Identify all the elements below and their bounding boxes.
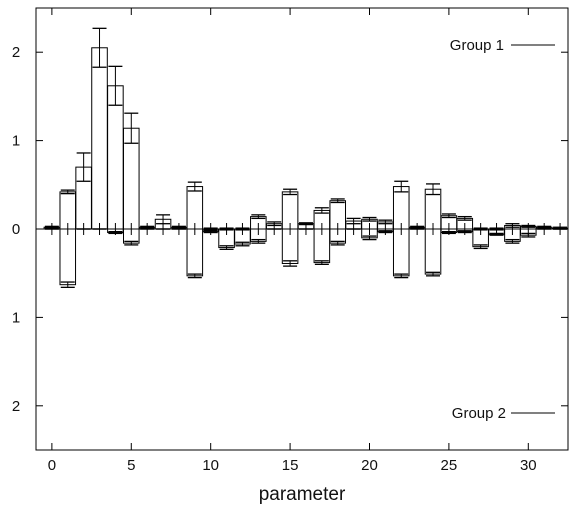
legend-label-group-1: Group 1: [450, 37, 504, 54]
y-tick-label-1: 1: [12, 133, 20, 150]
y-tick-label-2: 2: [12, 44, 20, 61]
legend: Group 1 Group 2: [450, 37, 555, 422]
x-tick-label-15: 15: [282, 457, 299, 474]
bar-1-9: [186, 186, 204, 230]
x-axis-title: parameter: [259, 484, 346, 505]
bar-2-22: [392, 228, 410, 277]
bar-2-24: [424, 228, 442, 275]
x-tick-label-5: 5: [127, 457, 135, 474]
bars-layer: [43, 27, 569, 288]
bar-1-3: [91, 47, 108, 230]
legend-label-group-2: Group 2: [452, 405, 506, 422]
x-tick-label-10: 10: [202, 457, 219, 474]
bar-2-1: [59, 228, 77, 286]
bar-2-9: [186, 228, 204, 277]
bar-1-4: [107, 85, 124, 230]
y-tick-label-0: 0: [12, 221, 20, 238]
x-tick-label-0: 0: [48, 457, 56, 474]
x-tick-label-20: 20: [361, 457, 378, 474]
x-tick-label-25: 25: [441, 457, 458, 474]
x-tick-label-30: 30: [520, 457, 537, 474]
y-tick-label--1: 1: [12, 309, 20, 326]
y-tick-label--2: 2: [12, 398, 20, 415]
bar-1-22: [392, 186, 410, 230]
